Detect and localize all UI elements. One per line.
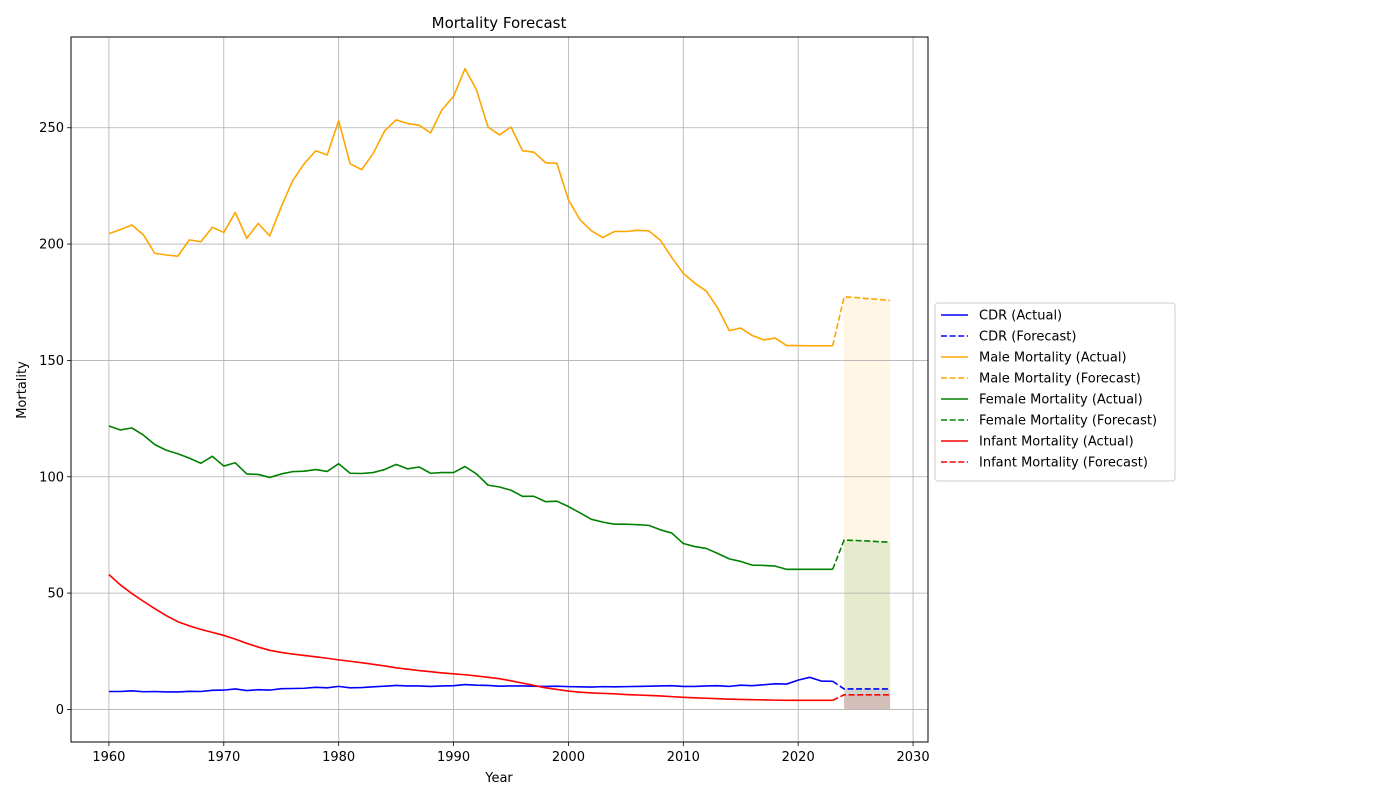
x-tick-label-1970: 1970 <box>207 750 240 765</box>
series-line-6 <box>108 573 833 702</box>
legend-box <box>934 302 1176 482</box>
y-tick-label-150: 150 <box>39 354 64 369</box>
y-tick-label-250: 250 <box>39 121 64 136</box>
y-tick-label-50: 50 <box>47 587 64 602</box>
x-tick-label-1990: 1990 <box>437 750 470 765</box>
y-axis-label: Mortality <box>15 361 30 419</box>
series-line-5 <box>831 539 891 570</box>
legend-label-7: Infant Mortality (Forecast) <box>979 456 1148 471</box>
forecast-bands <box>844 296 891 710</box>
legend-label-5: Female Mortality (Forecast) <box>979 414 1157 429</box>
series-line-7 <box>832 693 891 702</box>
series-line-3 <box>831 296 891 346</box>
plot-frame <box>70 36 929 743</box>
legend-label-2: Male Mortality (Actual) <box>979 351 1127 366</box>
x-axis-label: Year <box>484 771 513 786</box>
chart-title: Mortality Forecast <box>432 14 567 32</box>
series-line-1 <box>832 680 891 690</box>
forecast-band-7 <box>844 694 891 710</box>
series-line-2 <box>108 67 833 347</box>
series-line-4 <box>108 425 833 571</box>
series-line-0 <box>108 676 833 693</box>
legend-label-0: CDR (Actual) <box>979 309 1062 324</box>
x-tick-label-2020: 2020 <box>782 750 815 765</box>
y-tick-label-200: 200 <box>39 238 64 253</box>
x-tick-label-1980: 1980 <box>322 750 355 765</box>
y-tick-label-0: 0 <box>56 703 64 718</box>
series-lines <box>108 67 891 702</box>
legend-label-1: CDR (Forecast) <box>979 330 1076 345</box>
y-tick-label-100: 100 <box>39 470 64 485</box>
axis-ticks: 1960 1970 1980 1990 2000 2010 2020 2030 0 50 100 15… <box>39 121 929 765</box>
x-tick-label-2000: 2000 <box>552 750 585 765</box>
legend-label-6: Infant Mortality (Actual) <box>979 435 1134 450</box>
x-tick-label-2030: 2030 <box>897 750 930 765</box>
grid-lines <box>71 37 928 742</box>
legend-label-3: Male Mortality (Forecast) <box>979 372 1141 387</box>
legend: CDR (Actual) CDR (Forecast) Male Mortality… <box>934 302 1176 482</box>
forecast-band-5 <box>844 540 891 710</box>
forecast-band-3 <box>844 296 891 710</box>
x-tick-label-1960: 1960 <box>92 750 125 765</box>
x-tick-label-2010: 2010 <box>667 750 700 765</box>
legend-label-4: Female Mortality (Actual) <box>979 393 1143 408</box>
